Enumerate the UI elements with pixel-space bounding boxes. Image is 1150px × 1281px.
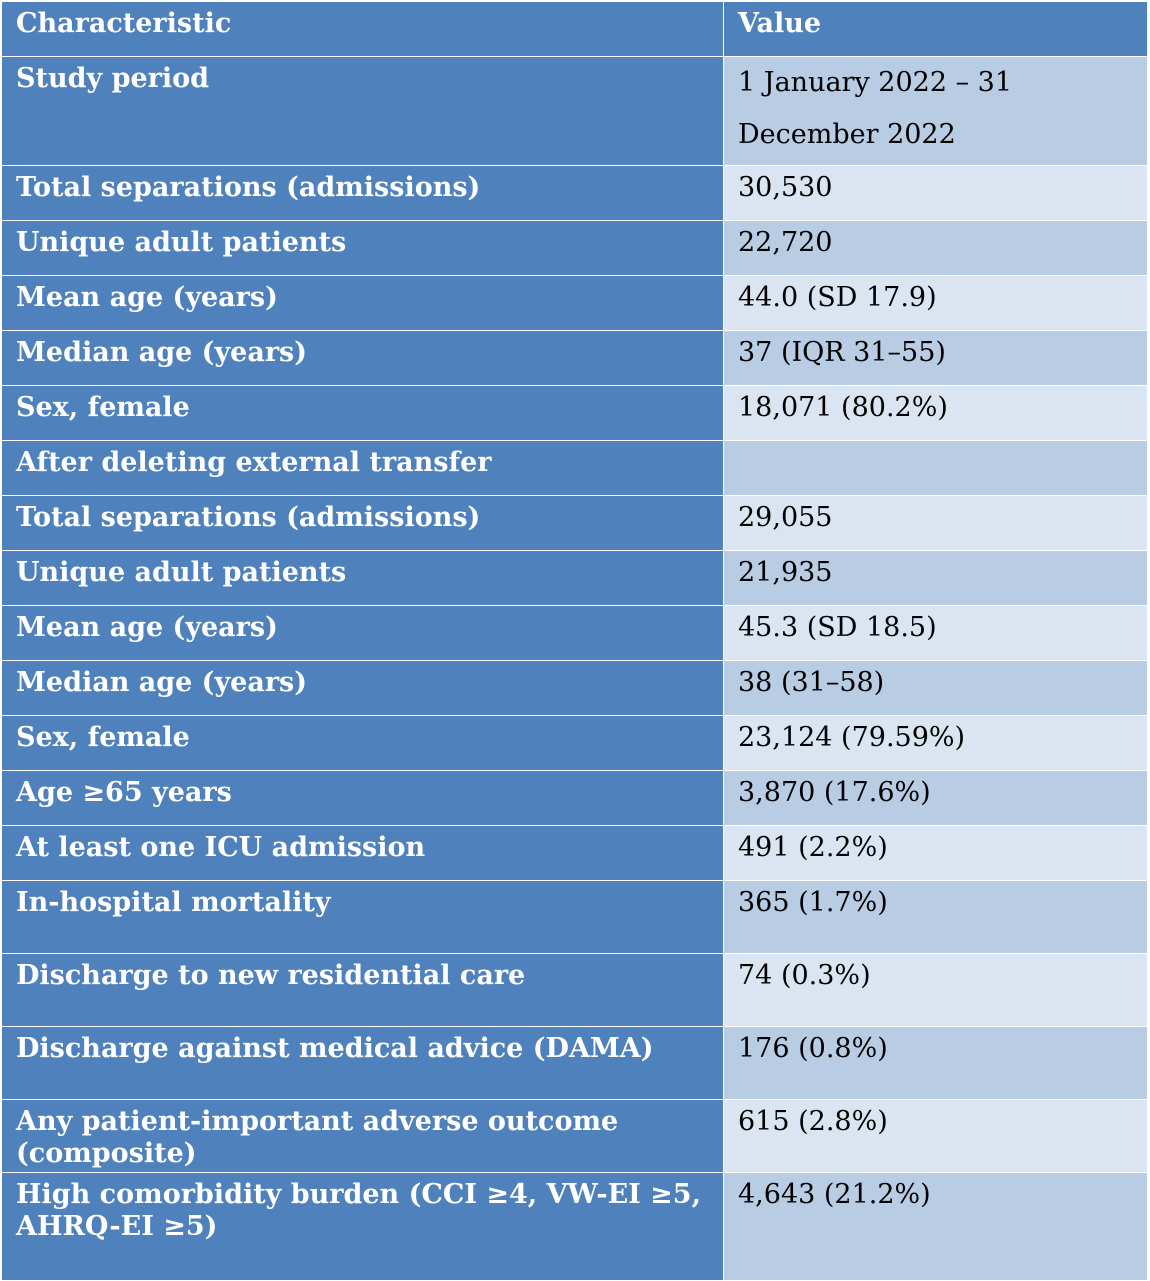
table-row: Total separations (admissions) 30,530 bbox=[1, 165, 1148, 221]
row-label: Any patient-important adverse outcome (c… bbox=[1, 1099, 724, 1173]
table-row: Sex, female 18,071 (80.2%) bbox=[1, 385, 1148, 441]
row-label: High comorbidity burden (CCI ≥4, VW-EI ≥… bbox=[1, 1172, 724, 1281]
table-row: In-hospital mortality 365 (1.7%) bbox=[1, 880, 1148, 954]
row-value: 44.0 (SD 17.9) bbox=[723, 275, 1148, 331]
row-label: Median age (years) bbox=[1, 660, 724, 716]
row-value: 29,055 bbox=[723, 495, 1148, 551]
row-label: Median age (years) bbox=[1, 330, 724, 386]
row-value: 22,720 bbox=[723, 220, 1148, 276]
table-row: Unique adult patients 21,935 bbox=[1, 550, 1148, 606]
row-value: 74 (0.3%) bbox=[723, 953, 1148, 1027]
table-row: Sex, female 23,124 (79.59%) bbox=[1, 715, 1148, 771]
table-row: Discharge against medical advice (DAMA) … bbox=[1, 1026, 1148, 1100]
table-row: Total separations (admissions) 29,055 bbox=[1, 495, 1148, 551]
row-value: 18,071 (80.2%) bbox=[723, 385, 1148, 441]
table-row: Any patient-important adverse outcome (c… bbox=[1, 1099, 1148, 1173]
row-value: 1 January 2022 – 31 December 2022 bbox=[723, 56, 1148, 166]
row-value: 37 (IQR 31–55) bbox=[723, 330, 1148, 386]
header-characteristic: Characteristic bbox=[1, 1, 724, 57]
table-row: Median age (years) 38 (31–58) bbox=[1, 660, 1148, 716]
row-label: Discharge to new residential care bbox=[1, 953, 724, 1027]
row-label: Total separations (admissions) bbox=[1, 165, 724, 221]
row-label: After deleting external transfer bbox=[1, 440, 724, 496]
table-row: Median age (years) 37 (IQR 31–55) bbox=[1, 330, 1148, 386]
row-label: Age ≥65 years bbox=[1, 770, 724, 826]
table-row: Unique adult patients 22,720 bbox=[1, 220, 1148, 276]
row-value: 30,530 bbox=[723, 165, 1148, 221]
row-value: 615 (2.8%) bbox=[723, 1099, 1148, 1173]
row-label: Total separations (admissions) bbox=[1, 495, 724, 551]
table-header-row: Characteristic Value bbox=[1, 1, 1148, 57]
row-label: Mean age (years) bbox=[1, 605, 724, 661]
row-label: At least one ICU admission bbox=[1, 825, 724, 881]
table-row: Discharge to new residential care 74 (0.… bbox=[1, 953, 1148, 1027]
row-label: Unique adult patients bbox=[1, 550, 724, 606]
row-value bbox=[723, 440, 1148, 496]
row-value: 491 (2.2%) bbox=[723, 825, 1148, 881]
row-value: 23,124 (79.59%) bbox=[723, 715, 1148, 771]
table-row: Mean age (years) 45.3 (SD 18.5) bbox=[1, 605, 1148, 661]
table-row: After deleting external transfer bbox=[1, 440, 1148, 496]
row-label: Study period bbox=[1, 56, 724, 166]
row-value: 176 (0.8%) bbox=[723, 1026, 1148, 1100]
row-label: Sex, female bbox=[1, 385, 724, 441]
row-label: Discharge against medical advice (DAMA) bbox=[1, 1026, 724, 1100]
table-row: Age ≥65 years 3,870 (17.6%) bbox=[1, 770, 1148, 826]
row-label: In-hospital mortality bbox=[1, 880, 724, 954]
row-label: Mean age (years) bbox=[1, 275, 724, 331]
table-row: High comorbidity burden (CCI ≥4, VW-EI ≥… bbox=[1, 1172, 1148, 1281]
row-value: 4,643 (21.2%) bbox=[723, 1172, 1148, 1281]
row-value: 38 (31–58) bbox=[723, 660, 1148, 716]
row-value: 365 (1.7%) bbox=[723, 880, 1148, 954]
row-label: Unique adult patients bbox=[1, 220, 724, 276]
row-value: 21,935 bbox=[723, 550, 1148, 606]
table-row: Study period 1 January 2022 – 31 Decembe… bbox=[1, 56, 1148, 166]
table-row: Mean age (years) 44.0 (SD 17.9) bbox=[1, 275, 1148, 331]
header-value: Value bbox=[723, 1, 1148, 57]
row-label: Sex, female bbox=[1, 715, 724, 771]
row-value: 45.3 (SD 18.5) bbox=[723, 605, 1148, 661]
table-row: At least one ICU admission 491 (2.2%) bbox=[1, 825, 1148, 881]
row-value: 3,870 (17.6%) bbox=[723, 770, 1148, 826]
